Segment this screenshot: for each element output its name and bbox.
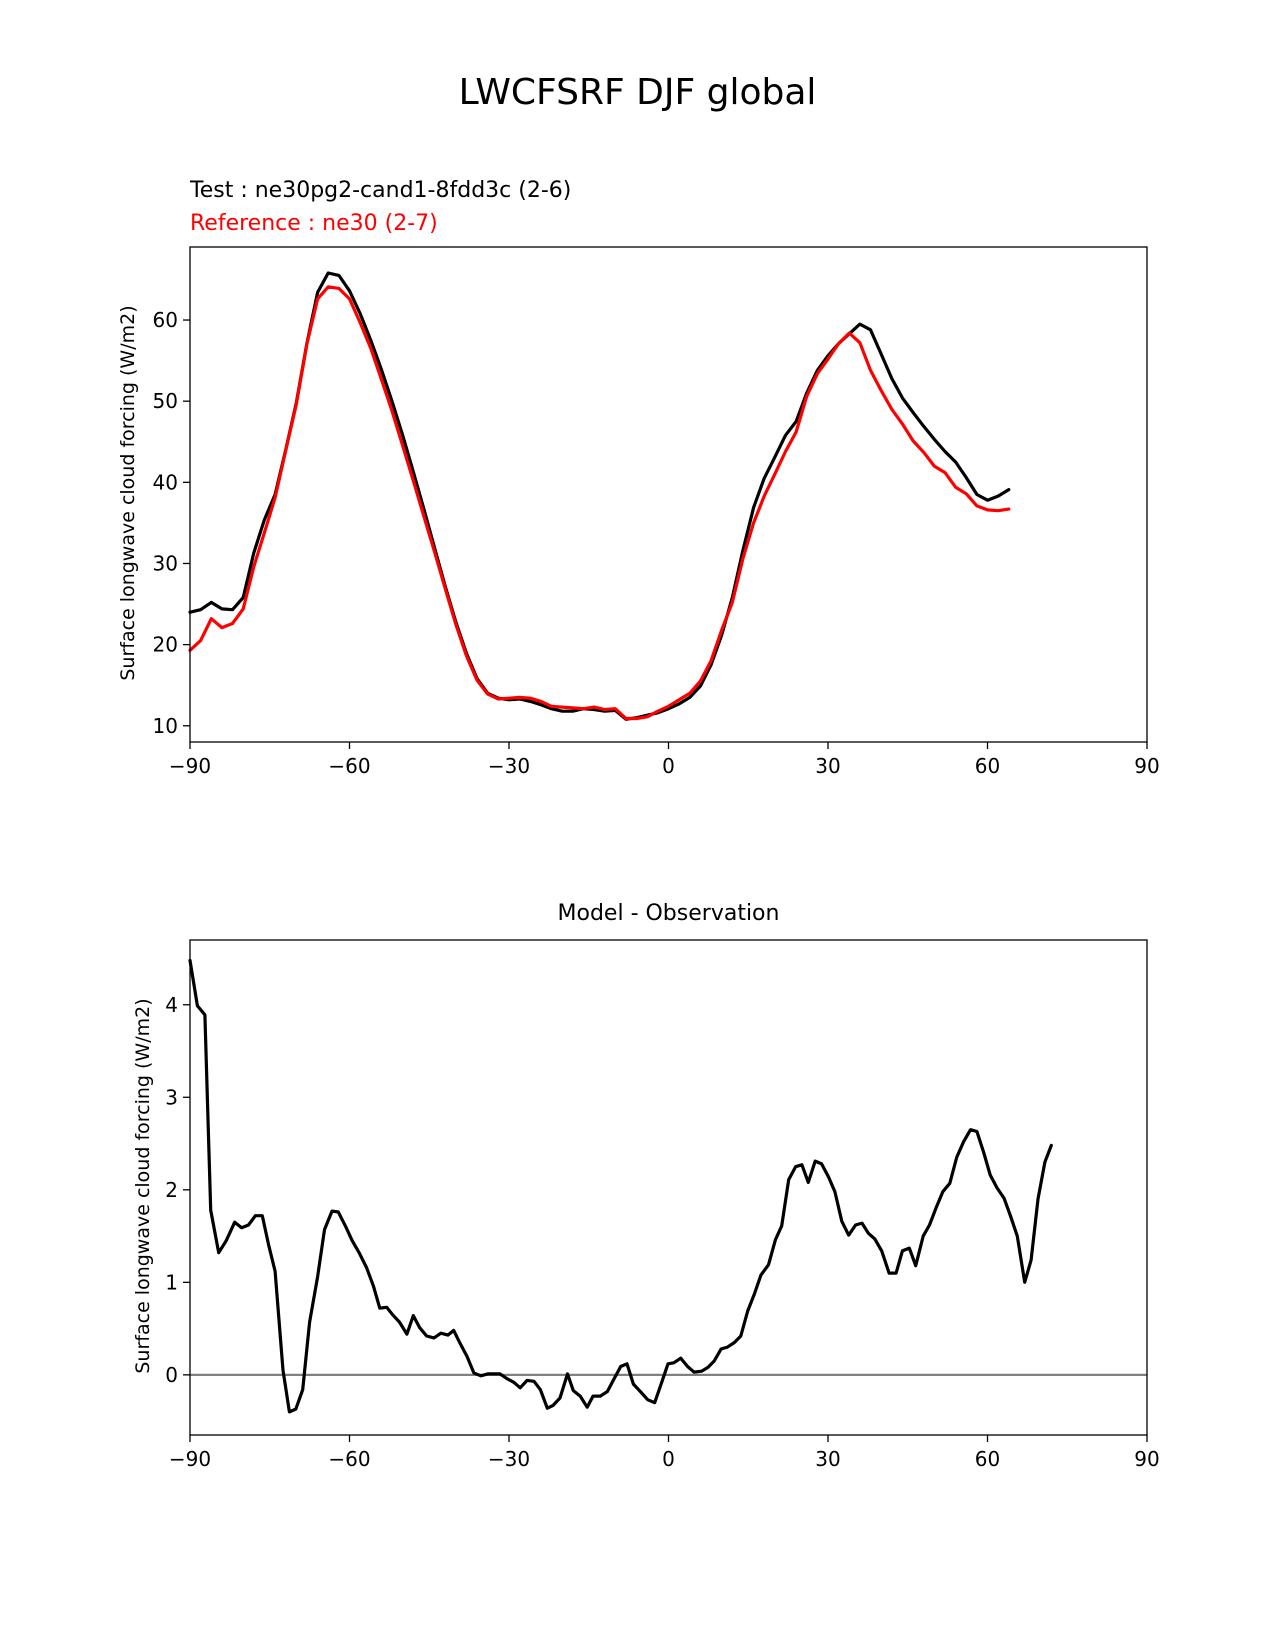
y-tick-label: 30 xyxy=(153,551,178,575)
legend-reference-label: Reference : ne30 (2-7) xyxy=(190,211,438,236)
y-tick-label: 40 xyxy=(153,470,178,494)
series-line-0-0 xyxy=(188,271,1011,721)
x-tick-label: −60 xyxy=(328,1447,370,1471)
top-plot-area: −90 −60 −30 0 30 60 90 10 20 30 40 50 60 xyxy=(153,246,1160,778)
y-tick-label: 50 xyxy=(153,389,178,413)
y-tick-label: 20 xyxy=(153,633,178,657)
y-tick-label: 10 xyxy=(153,714,178,738)
y-tick-label: 60 xyxy=(153,308,178,332)
y-tick-label: 0 xyxy=(165,1363,178,1387)
x-tick-label: −90 xyxy=(169,1447,211,1471)
x-tick-label: 30 xyxy=(815,1447,840,1471)
figure-suptitle: LWCFSRF DJF global xyxy=(459,72,817,113)
y-tick-label: 2 xyxy=(165,1178,178,1202)
y-tick-label: 1 xyxy=(165,1270,178,1294)
y-tick-label: 4 xyxy=(165,993,178,1017)
x-tick-label: 0 xyxy=(662,1447,675,1471)
x-tick-label: 60 xyxy=(975,1447,1000,1471)
x-tick-label: −30 xyxy=(488,754,530,778)
top-y-axis-label: Surface longwave cloud forcing (W/m2) xyxy=(117,305,139,680)
bottom-plot-area: −90 −60 −30 0 30 60 90 0 1 2 3 4 xyxy=(165,939,1160,1471)
x-tick-label: 90 xyxy=(1134,1447,1159,1471)
x-tick-label: −60 xyxy=(328,754,370,778)
x-tick-label: −30 xyxy=(488,1447,530,1471)
bottom-chart-title: Model - Observation xyxy=(558,901,780,926)
x-tick-label: 30 xyxy=(815,754,840,778)
x-tick-label: 0 xyxy=(662,754,675,778)
bottom-line-chart: Model - Observation Surface longwave clo… xyxy=(132,901,1160,1471)
y-tick-label: 3 xyxy=(165,1085,178,1109)
x-tick-label: 90 xyxy=(1134,754,1159,778)
x-tick-label: −90 xyxy=(169,754,211,778)
top-line-chart: Test : ne30pg2-cand1-8fdd3c (2-6) Refere… xyxy=(117,178,1160,778)
x-tick-label: 60 xyxy=(975,754,1000,778)
series-line-1-0 xyxy=(188,958,1053,1414)
legend-test-label: Test : ne30pg2-cand1-8fdd3c (2-6) xyxy=(189,178,571,203)
series-line-0-1 xyxy=(188,285,1011,721)
bottom-y-axis-label: Surface longwave cloud forcing (W/m2) xyxy=(132,998,154,1373)
